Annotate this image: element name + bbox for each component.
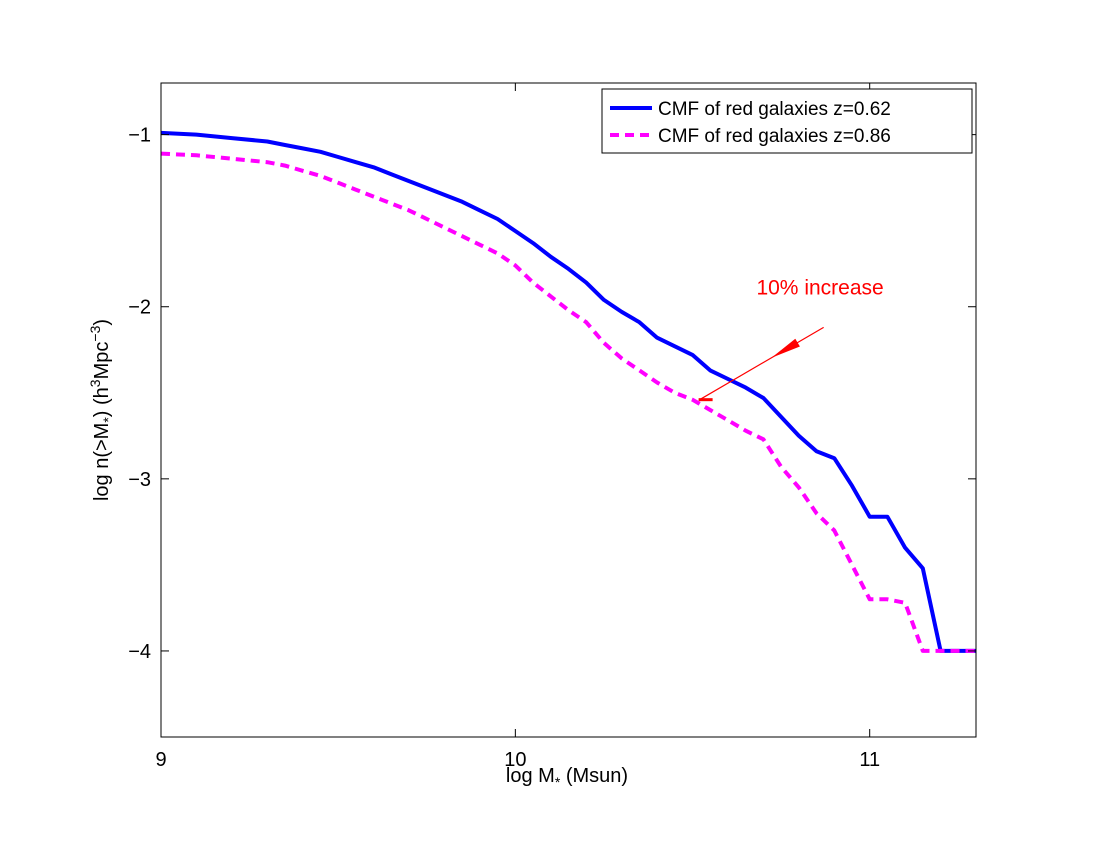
y-tick-label: −2 <box>128 297 151 319</box>
axes-layer: 9 10 11 −1 −2 −3 −4 <box>128 82 977 771</box>
series-line-1 <box>161 130 976 653</box>
annotation-arrow-head <box>771 338 800 358</box>
legend-label-2: CMF of red galaxies z=0.86 <box>658 126 891 147</box>
annotation-arrow-line <box>699 326 824 401</box>
series-line-2 <box>161 151 976 653</box>
x-tick-label: 9 <box>155 749 166 771</box>
y-tick-label: −3 <box>128 469 151 491</box>
annotation-layer: 10% increase <box>698 277 884 402</box>
y-tick-label: −4 <box>128 641 151 663</box>
x-tick-label: 11 <box>859 749 880 771</box>
series-layer <box>161 130 976 653</box>
annotation-text: 10% increase <box>756 277 883 300</box>
legend-label-1: CMF of red galaxies z=0.62 <box>658 99 891 120</box>
y-axis-label: log n(>M*) (h3Mpc−3) <box>87 319 116 501</box>
x-tick-label: 10 <box>504 749 526 771</box>
axes-frame <box>160 82 977 738</box>
legend-box <box>601 88 973 154</box>
x-axis-label: log M* (Msun) <box>506 765 628 790</box>
legend: CMF of red galaxies z=0.62 CMF of red gal… <box>601 88 973 154</box>
y-tick-label: −1 <box>128 125 151 147</box>
